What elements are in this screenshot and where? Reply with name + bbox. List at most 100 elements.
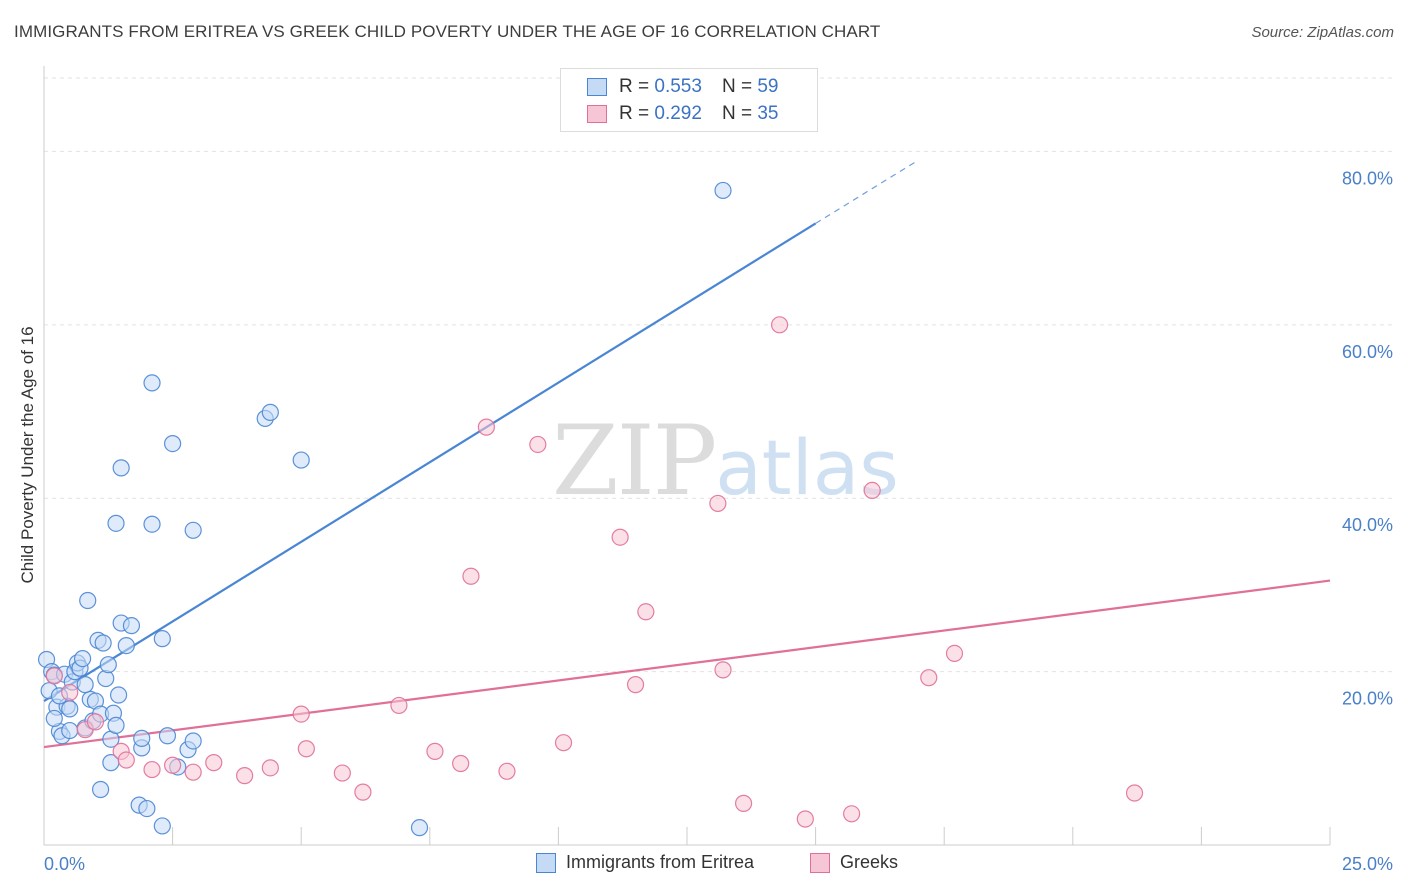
x-tick-label: 25.0% (1342, 854, 1393, 874)
legend-r-value: 0.553 (654, 76, 702, 97)
point-eritrea (164, 434, 182, 453)
point-eritrea (76, 676, 94, 694)
chart-source: Source: ZipAtlas.com (1251, 24, 1394, 41)
legend-n-value: 35 (757, 103, 779, 124)
bottom-legend-swatch-greeks (810, 852, 830, 873)
point-greeks (164, 756, 182, 774)
point-greeks (184, 763, 202, 781)
point-greeks (796, 810, 814, 828)
legend-row-greeks: R = 0.292 N = 35 (587, 101, 778, 127)
point-eritrea (184, 732, 202, 750)
trend-line-eritrea (43, 222, 817, 703)
point-greeks (117, 751, 135, 769)
point-eritrea (109, 686, 128, 704)
point-eritrea (61, 721, 79, 740)
bottom-legend-greeks: Greeks (810, 852, 898, 873)
x-tick-label: 0.0% (44, 854, 85, 874)
point-eritrea (122, 617, 141, 635)
data-points (37, 181, 1144, 837)
point-eritrea (292, 451, 310, 469)
point-greeks (945, 644, 964, 663)
gridlines (44, 77, 1394, 673)
point-greeks (354, 783, 372, 801)
watermark: ZIPatlas (552, 405, 899, 517)
point-eritrea (112, 459, 130, 477)
point-greeks (770, 316, 789, 334)
point-greeks (529, 435, 547, 454)
point-eritrea (107, 716, 125, 734)
point-greeks (86, 713, 105, 731)
chart-title: IMMIGRANTS FROM ERITREA VS GREEK CHILD P… (14, 22, 881, 41)
point-eritrea (91, 780, 110, 799)
axes (43, 66, 1331, 846)
point-greeks (611, 528, 629, 546)
point-greeks (236, 767, 254, 785)
point-greeks (863, 481, 881, 500)
point-eritrea (714, 181, 732, 200)
point-greeks (554, 734, 573, 752)
point-eritrea (153, 817, 171, 835)
point-greeks (390, 696, 408, 715)
point-greeks (709, 494, 727, 513)
legend-swatch-greeks (587, 105, 607, 123)
tick-labels: 20.0% 40.0% 60.0% 80.0% 0.0% 25.0% (44, 168, 1393, 874)
watermark-zip: ZIP (552, 405, 717, 517)
point-greeks (205, 754, 223, 772)
point-eritrea (261, 403, 279, 421)
point-eritrea (184, 521, 202, 539)
point-greeks (61, 683, 79, 702)
point-eritrea (143, 515, 161, 533)
legend-n-value: 59 (757, 76, 779, 97)
y-tick-label: 80.0% (1342, 168, 1393, 188)
point-eritrea (143, 374, 161, 392)
point-greeks (843, 805, 861, 823)
point-greeks (143, 760, 161, 779)
bottom-legend-label-greeks: Greeks (840, 852, 899, 872)
point-greeks (452, 754, 470, 773)
legend-n-label: N = (721, 103, 753, 124)
legend-swatch-eritrea (587, 78, 607, 96)
y-tick-label: 20.0% (1342, 689, 1393, 709)
point-eritrea (94, 634, 112, 652)
point-greeks (637, 603, 655, 621)
point-eritrea (61, 700, 79, 718)
legend: R = 0.553 N = 59 R = 0.292 N = 35 (560, 68, 818, 132)
point-eritrea (99, 656, 117, 674)
bottom-legend-eritrea: Immigrants from Eritrea (536, 852, 754, 873)
legend-r-value: 0.292 (654, 103, 702, 124)
point-eritrea (138, 799, 156, 818)
point-greeks (45, 667, 63, 685)
trend-line-greeks (43, 579, 1331, 749)
point-greeks (498, 762, 516, 780)
point-eritrea (45, 709, 63, 728)
point-greeks (1125, 784, 1144, 802)
point-greeks (261, 759, 279, 777)
point-eritrea (153, 630, 171, 648)
point-greeks (920, 669, 938, 687)
point-eritrea (133, 729, 151, 747)
point-greeks (626, 676, 645, 694)
legend-r-label: R = (619, 76, 650, 97)
point-eritrea (79, 591, 97, 610)
point-greeks (333, 764, 351, 782)
legend-n-label: N = (721, 76, 753, 97)
y-tick-label: 60.0% (1342, 342, 1393, 362)
bottom-legend-label-eritrea: Immigrants from Eritrea (566, 852, 755, 872)
point-greeks (462, 567, 480, 585)
point-greeks (734, 794, 753, 812)
point-eritrea (97, 669, 115, 688)
point-greeks (297, 740, 315, 758)
point-greeks (426, 742, 444, 760)
point-eritrea (117, 636, 135, 655)
trend-line-eritrea-extension (815, 159, 919, 224)
trend-lines (43, 159, 1331, 749)
y-tick-label: 40.0% (1342, 515, 1393, 535)
point-eritrea (158, 727, 177, 745)
legend-r-label: R = (619, 103, 650, 124)
point-greeks (477, 418, 495, 436)
point-eritrea (73, 650, 92, 668)
point-eritrea (107, 514, 125, 532)
bottom-legend-swatch-eritrea (536, 852, 556, 873)
point-greeks (714, 661, 732, 679)
